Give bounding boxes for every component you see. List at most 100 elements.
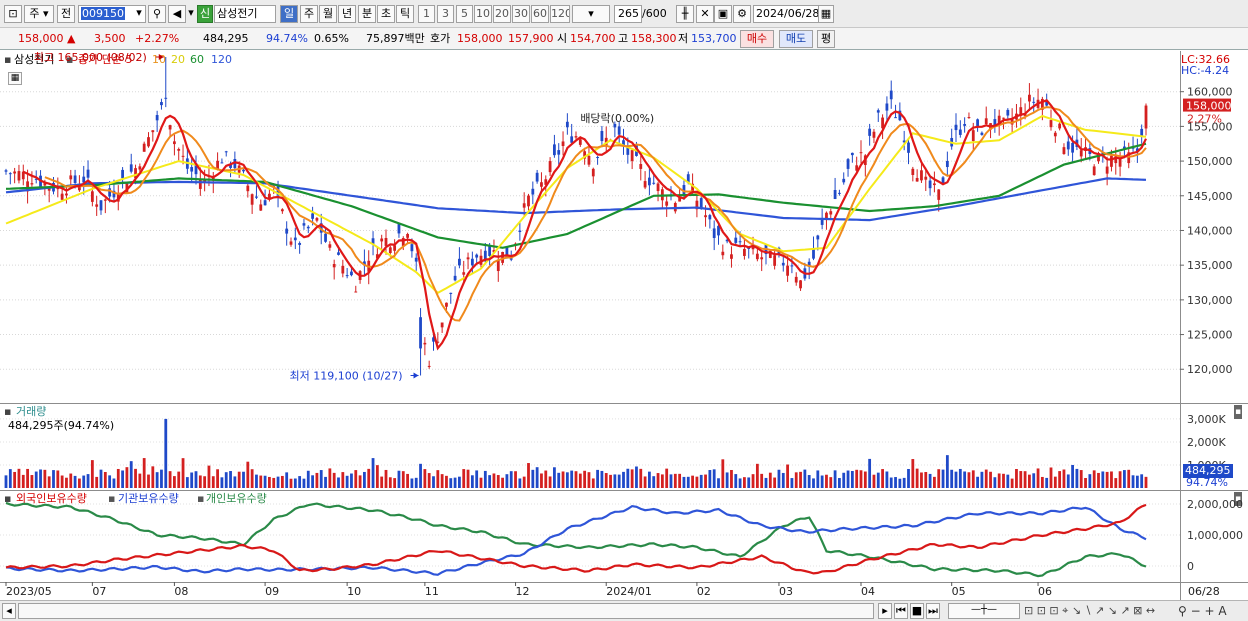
count-input[interactable]: 265 xyxy=(614,5,642,23)
candle-body xyxy=(721,251,725,256)
volume-bar xyxy=(142,458,146,488)
volume-bar xyxy=(915,468,919,488)
zoom-icons[interactable]: ⚲ − + A xyxy=(1178,604,1227,618)
volume-bar xyxy=(1049,467,1053,488)
legend-foreign: 외국인보유수량 xyxy=(16,492,87,505)
speaker-icon[interactable]: ◀ xyxy=(168,5,186,23)
volume-bar xyxy=(1032,473,1036,488)
interval-button-5[interactable]: 5 xyxy=(456,5,473,23)
panel-handle-icon[interactable]: ▪ xyxy=(4,53,12,66)
stock-code-input[interactable]: 009150 xyxy=(78,5,146,23)
scrollbar-track[interactable] xyxy=(18,603,874,619)
candle-body xyxy=(406,233,409,238)
interval-button-60[interactable]: 60 xyxy=(531,5,549,23)
panel-close-icon[interactable]: ▪ xyxy=(1234,405,1243,419)
period-tab-6[interactable]: 틱 xyxy=(396,5,414,23)
tool-icons[interactable]: ⊡ ⊡ ⊡ ⌖ ↘ ∖ ↗ ↘ ↗ ⊠ ↔ xyxy=(1024,604,1156,617)
sell-button[interactable]: 매도 xyxy=(779,30,813,48)
candle-type-icon[interactable]: ╫ xyxy=(676,5,694,23)
volume-bar xyxy=(648,471,651,488)
calendar-icon[interactable]: ▦ xyxy=(818,5,834,23)
volume-bar xyxy=(406,473,409,488)
candle-body xyxy=(155,115,159,121)
period-tab-0[interactable]: 일 xyxy=(280,5,298,23)
candle-body xyxy=(449,292,453,294)
interval-button-120[interactable]: 120 xyxy=(550,5,570,23)
panel-handle-icon[interactable]: ▪ xyxy=(4,492,12,505)
low-price: 153,700 xyxy=(691,32,737,45)
gear-icon[interactable]: ⚙ xyxy=(733,5,751,23)
crosshair-icon[interactable]: ✕ xyxy=(696,5,714,23)
interval-button-30[interactable]: 30 xyxy=(512,5,530,23)
interval-button-10[interactable]: 10 xyxy=(474,5,492,23)
stop-icon[interactable]: ■ xyxy=(910,603,924,619)
volume-ratio: 94.74% xyxy=(266,32,308,45)
candle-body xyxy=(151,130,155,133)
volume-bar xyxy=(190,472,194,488)
interval-button-1[interactable]: 1 xyxy=(418,5,435,23)
candle-body xyxy=(941,177,945,183)
candle-body xyxy=(574,136,578,138)
candle-body xyxy=(691,183,694,194)
scroll-right-icon[interactable]: ▸ xyxy=(878,603,892,619)
stock-name-field[interactable]: 삼성전기 xyxy=(214,5,276,23)
volume-bar xyxy=(514,471,517,488)
rewind-icon[interactable]: ⏮ xyxy=(894,603,908,619)
candle-body xyxy=(725,239,729,242)
candle-body xyxy=(380,238,384,242)
candle-body xyxy=(458,258,461,266)
period-tab-4[interactable]: 분 xyxy=(358,5,376,23)
legend-handle-icon[interactable]: ▪ xyxy=(108,492,116,505)
period-tab-1[interactable]: 주 xyxy=(300,5,318,23)
period-tab-5[interactable]: 초 xyxy=(377,5,395,23)
search-icon[interactable]: ⚲ xyxy=(148,5,166,23)
candle-body xyxy=(86,169,90,178)
buy-button[interactable]: 매수 xyxy=(740,30,774,48)
volume-bar xyxy=(43,469,47,488)
candle-body xyxy=(786,265,789,276)
date-input[interactable]: 2024/06/28 xyxy=(753,5,819,23)
volume-bar xyxy=(108,475,112,488)
candle-body xyxy=(47,187,51,191)
calculator-icon[interactable]: ▦ xyxy=(8,72,22,85)
scroll-left-icon[interactable]: ◂ xyxy=(2,603,16,619)
volume-bar xyxy=(8,469,12,488)
candle-body xyxy=(4,170,8,172)
window-menu-icon[interactable]: ⊡ xyxy=(4,5,22,23)
avg-button[interactable]: 평 xyxy=(817,30,835,48)
period-tab-2[interactable]: 월 xyxy=(319,5,337,23)
interval-button-3[interactable]: 3 xyxy=(437,5,454,23)
volume-bar xyxy=(894,477,897,488)
code-dropdown-icon[interactable]: ▾ xyxy=(136,6,142,19)
zoom-slider[interactable]: —┼— xyxy=(948,603,1020,619)
interval-dropdown[interactable]: ▾ xyxy=(572,5,610,23)
volume-bar xyxy=(786,464,789,488)
volume-bar xyxy=(967,472,971,488)
volume-bar xyxy=(622,471,625,488)
candle-body xyxy=(1144,105,1148,129)
speaker-dropdown-icon[interactable]: ▾ xyxy=(188,6,194,19)
legend-handle-icon[interactable]: ▪ xyxy=(66,53,74,66)
panel-handle-icon[interactable]: ▪ xyxy=(4,405,12,418)
forward-icon[interactable]: ⏭ xyxy=(926,603,940,619)
candle-body xyxy=(773,255,777,266)
period-select-1[interactable]: 주 ▾ xyxy=(24,5,54,23)
candle-body xyxy=(933,183,936,186)
ma60-line xyxy=(5,142,1147,249)
interval-button-20[interactable]: 20 xyxy=(493,5,511,23)
volume-bar xyxy=(686,476,690,488)
volume-bar xyxy=(535,467,539,488)
volume-bar xyxy=(660,474,664,488)
period-tab-3[interactable]: 년 xyxy=(338,5,356,23)
volume-bar xyxy=(30,475,34,488)
period-select-2[interactable]: 전 xyxy=(57,5,75,23)
save-icon[interactable]: ▣ xyxy=(714,5,732,23)
volume-bar xyxy=(268,476,271,488)
volume-bar xyxy=(540,473,543,488)
ma120-line xyxy=(5,177,1147,222)
candle-body xyxy=(915,177,919,182)
legend-handle-icon[interactable]: ▪ xyxy=(197,492,205,505)
volume-bar xyxy=(928,473,932,488)
volume-bar xyxy=(725,472,729,488)
panel-close-icon[interactable]: ▪ xyxy=(1234,492,1243,506)
